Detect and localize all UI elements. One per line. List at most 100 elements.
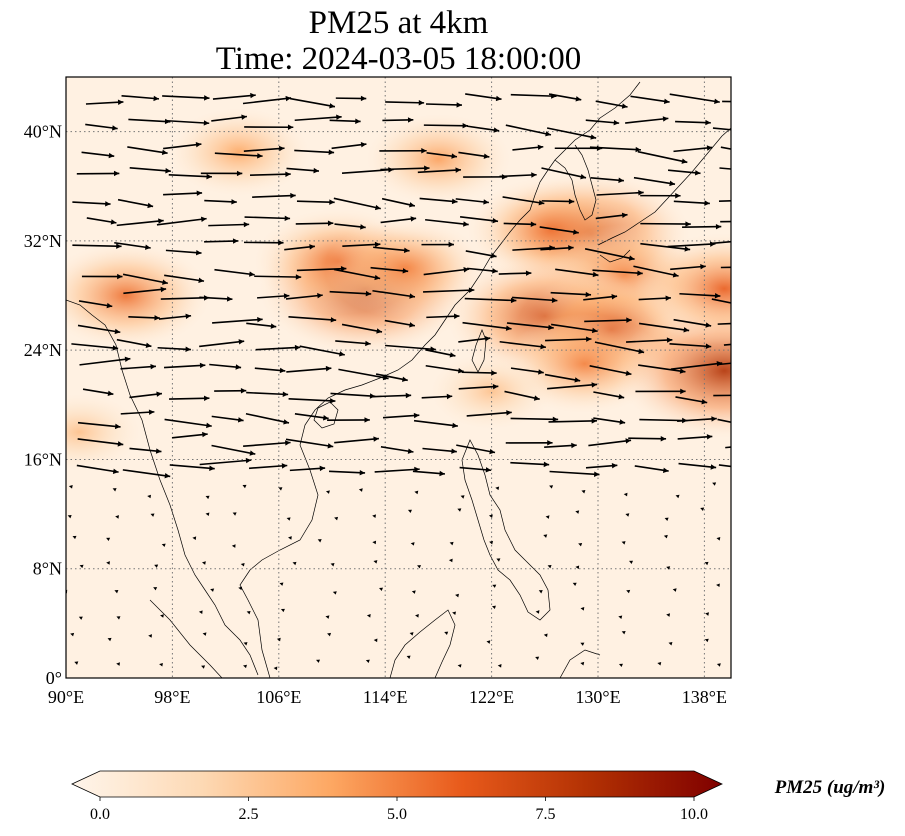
- wind-arrow: [231, 544, 236, 548]
- wind-arrow: [455, 198, 489, 205]
- wind-arrow: [334, 516, 339, 521]
- longitude-tick-label: 122°E: [469, 687, 514, 707]
- colorbar-ticks: 0.0 2.5 5.0 7.5 10.0: [90, 797, 708, 823]
- wind-arrow: [550, 291, 592, 298]
- coastline-hainan: [313, 401, 339, 429]
- wind-arrow: [580, 642, 585, 646]
- wind-arrow: [379, 587, 384, 592]
- wind-arrow: [712, 127, 731, 131]
- wind-arrow: [85, 99, 124, 105]
- wind-arrow: [675, 119, 711, 126]
- coastline-korea: [554, 144, 597, 221]
- wind-arrow: [159, 662, 163, 667]
- wind-arrow: [511, 296, 558, 303]
- wind-arrow: [122, 273, 168, 285]
- wind-arrow: [209, 363, 242, 370]
- wind-arrow: [296, 266, 347, 272]
- wind-arrow: [466, 267, 498, 274]
- wind-arrow: [679, 292, 721, 299]
- wind-arrow: [545, 336, 592, 342]
- wind-arrow: [332, 591, 337, 595]
- wind-arrow: [712, 482, 717, 486]
- wind-arrow: [625, 116, 669, 124]
- wind-arrow: [330, 392, 376, 399]
- map-frame: [65, 76, 732, 679]
- wind-arrow: [242, 95, 292, 105]
- wind-arrow: [242, 484, 247, 489]
- wind-arrow: [544, 373, 581, 383]
- wind-arrow: [718, 464, 731, 468]
- wind-arrow: [581, 490, 586, 494]
- wind-arrow: [115, 515, 119, 519]
- wind-arrow: [585, 119, 620, 126]
- wind-arrow: [625, 513, 630, 517]
- wind-arrow: [379, 148, 427, 154]
- wind-arrow: [163, 362, 206, 369]
- map-title-line-1: PM25 at 4km: [308, 5, 489, 41]
- wind-arrow: [497, 664, 502, 668]
- wind-arrow: [425, 349, 456, 358]
- wind-arrow: [716, 362, 731, 366]
- wind-arrow: [458, 383, 499, 390]
- wind-arrow: [541, 198, 575, 205]
- wind-arrow: [116, 218, 164, 227]
- wind-arrow: [329, 469, 366, 476]
- wind-arrow: [640, 221, 691, 227]
- wind-arrow: [640, 193, 681, 199]
- wind-arrow: [495, 486, 500, 491]
- wind-arrow: [171, 431, 208, 439]
- wind-arrow: [673, 200, 710, 206]
- wind-arrow: [584, 248, 635, 261]
- wind-arrow: [677, 434, 713, 440]
- wind-arrow: [289, 465, 326, 472]
- colorbar-body: [71, 770, 723, 798]
- wind-arrow: [334, 436, 379, 444]
- wind-arrow: [580, 607, 585, 611]
- wind-arrow: [246, 322, 277, 329]
- wind-arrow: [548, 418, 598, 424]
- wind-arrow: [491, 605, 496, 610]
- wind-arrow: [114, 589, 119, 594]
- wind-arrow: [243, 664, 247, 669]
- wind-arrow: [638, 364, 686, 374]
- wind-arrow: [535, 656, 540, 661]
- wind-arrow: [664, 517, 669, 521]
- longitude-tick-label: 114°E: [363, 687, 408, 707]
- wind-arrow: [460, 495, 465, 499]
- wind-arrow: [211, 444, 256, 456]
- wind-arrow: [163, 141, 202, 150]
- wind-arrow: [68, 485, 73, 489]
- wind-arrow: [725, 446, 731, 449]
- wind-arrow: [539, 226, 579, 235]
- wind-arrow: [117, 198, 154, 209]
- wind-arrow: [549, 470, 600, 477]
- wind-arrow: [638, 295, 672, 301]
- wind-arrow: [409, 632, 414, 636]
- wind-arrow: [79, 564, 84, 569]
- wind-arrow: [385, 100, 425, 106]
- wind-arrow: [626, 589, 631, 594]
- pm25-hotspot: [430, 353, 553, 430]
- wind-arrow: [716, 583, 720, 588]
- wind-arrow: [153, 587, 158, 591]
- wind-arrow: [419, 197, 458, 205]
- wind-arrow: [413, 419, 458, 429]
- wind-arrow: [380, 165, 430, 171]
- latitude-tick-label: 0°: [46, 668, 62, 688]
- wind-arrow: [257, 293, 290, 299]
- wind-arrow: [589, 365, 632, 376]
- wind-arrow: [78, 300, 113, 309]
- colorbar: 0.0 2.5 5.0 7.5 10.0 PM25 (ug/m³): [71, 770, 886, 823]
- wind-arrow: [457, 664, 462, 668]
- map-title-line-2: Time: 2024-03-05 18:00:00: [215, 41, 582, 77]
- wind-arrow: [358, 488, 363, 492]
- wind-arrow: [412, 470, 445, 477]
- wind-arrow: [154, 564, 159, 568]
- wind-arrow: [286, 517, 291, 521]
- wind-arrow: [544, 442, 577, 449]
- wind-arrow: [716, 663, 721, 667]
- colorbar-label: PM25 (ug/m³): [774, 777, 886, 798]
- wind-arrow: [81, 151, 115, 159]
- wind-arrow: [637, 150, 688, 164]
- wind-arrow: [164, 274, 205, 284]
